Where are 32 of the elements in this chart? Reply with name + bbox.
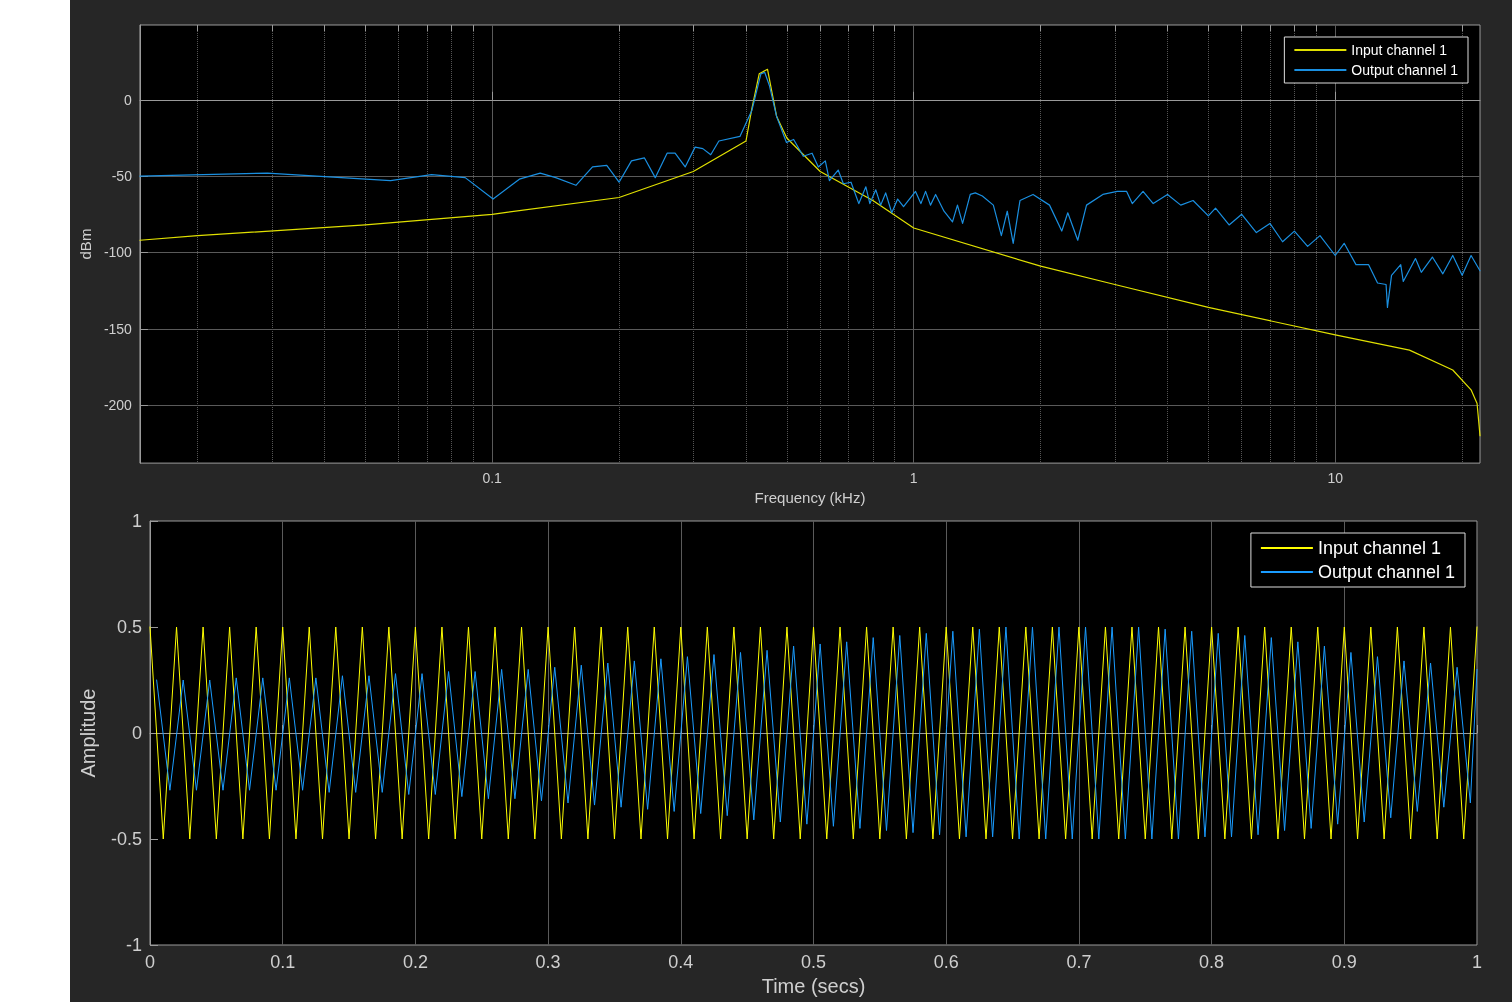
legend-label: Input channel 1 [1351,42,1448,58]
y-tick-label: -150 [103,320,133,337]
x-tick-label: 1 [909,470,918,487]
y-axis-title: dBm [77,228,94,260]
x-tick-label: 0.4 [668,952,694,972]
y-tick-label: -1 [125,935,142,955]
y-tick-label: 0 [131,723,142,743]
x-tick-label: 0.1 [482,470,503,487]
x-axis-title: Time (secs) [761,974,866,997]
x-tick-label: 0.3 [535,952,561,972]
legend-label: Input channel 1 [1317,538,1442,558]
x-tick-label: 0.6 [933,952,959,972]
y-tick-label: -50 [111,168,133,185]
y-tick-label: 0.5 [116,617,142,637]
x-tick-label: 10 [1327,470,1344,487]
x-tick-label: 1 [1471,952,1483,972]
x-tick-label: 0.8 [1199,952,1225,972]
y-tick-label: -0.5 [110,829,142,849]
x-tick-label: 0.1 [270,952,296,972]
y-tick-label: -200 [103,397,133,414]
x-tick-label: 0.9 [1331,952,1357,972]
x-tick-label: 0.2 [402,952,428,972]
x-tick-label: 0.5 [800,952,827,972]
x-tick-label: 0.7 [1066,952,1092,972]
y-tick-label: -100 [103,244,133,261]
legend-label: Output channel 1 [1351,62,1459,78]
y-tick-label: 1 [131,511,142,531]
x-tick-label: 0 [144,952,156,972]
y-tick-label: 0 [124,91,133,108]
legend-label: Output channel 1 [1317,562,1456,582]
y-axis-title: Amplitude [77,688,99,778]
x-axis-title: Frequency (kHz) [754,489,866,506]
